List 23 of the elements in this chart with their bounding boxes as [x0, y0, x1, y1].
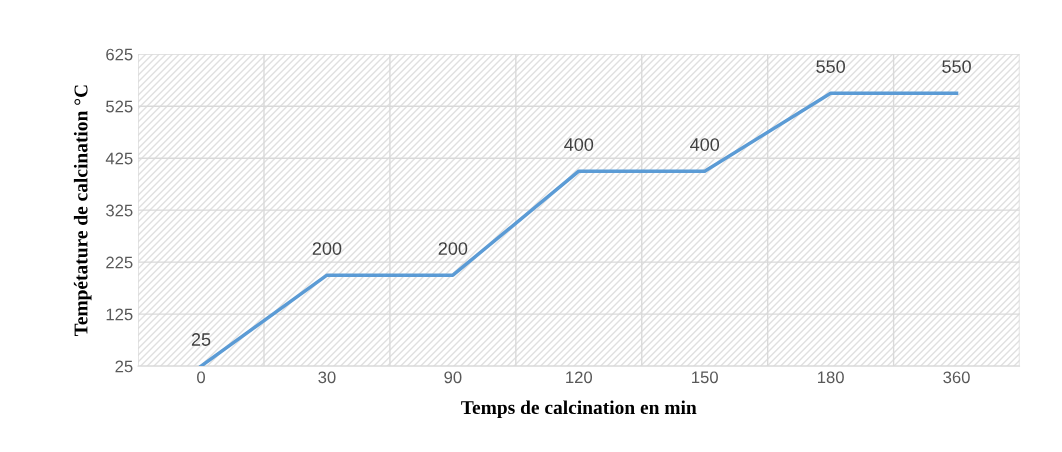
- data-label: 550: [942, 60, 971, 73]
- x-axis-title: Temps de calcination en min: [461, 400, 697, 419]
- x-tick-label: 120: [566, 371, 593, 384]
- y-tick-label: 625: [106, 48, 133, 61]
- data-label: 400: [564, 138, 594, 151]
- y-tick-label: 325: [106, 204, 133, 217]
- data-label: 25: [191, 333, 211, 346]
- y-tick-label: 225: [106, 256, 133, 269]
- y-tick-label: 25: [115, 360, 133, 373]
- x-tick-label: 150: [692, 371, 718, 384]
- y-tick-label: 525: [106, 100, 133, 113]
- data-label: 200: [438, 242, 468, 255]
- x-tick-label: 360: [943, 371, 970, 384]
- data-label: 400: [690, 138, 720, 151]
- y-tick-label: 125: [106, 308, 133, 321]
- x-tick-label: 0: [197, 371, 205, 384]
- x-tick-label: 90: [444, 371, 462, 384]
- data-label: 200: [312, 242, 342, 255]
- x-tick-label: 180: [818, 371, 844, 384]
- y-axis-title: Tempétature de calcination °C: [73, 85, 92, 337]
- y-tick-label: 425: [105, 152, 133, 165]
- data-label: 550: [816, 60, 845, 73]
- x-tick-label: 30: [318, 371, 336, 384]
